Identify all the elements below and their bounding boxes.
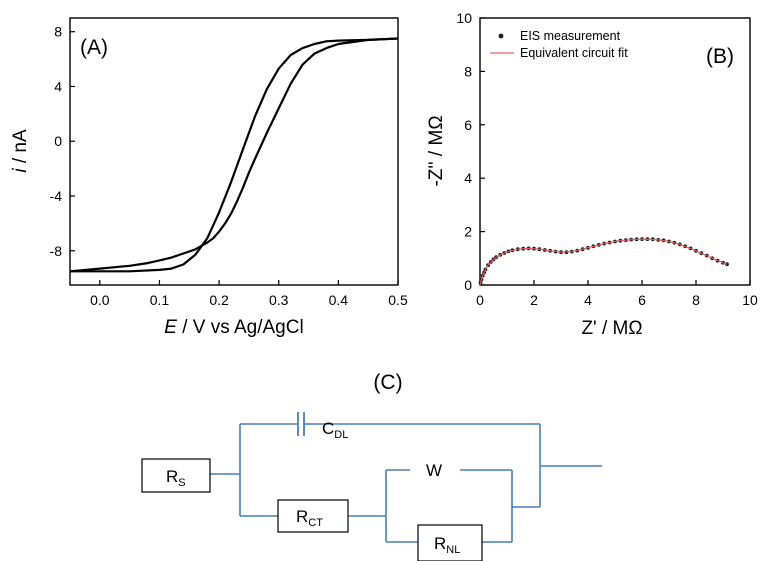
panel-b-xtick-label: 6 <box>638 292 646 308</box>
panel-b-ytick-label: 6 <box>464 117 472 133</box>
cdl-label-sub: DL <box>334 429 348 441</box>
panel-b-xtick-label: 0 <box>476 292 484 308</box>
panel-a-curves <box>69 37 399 273</box>
panel-c-tag: (C) <box>373 371 402 394</box>
rnl-box <box>417 524 483 561</box>
panel-a-ticks: 0.0 0.1 0.2 0.3 0.4 0.5 8 4 0 -4 -8 <box>50 24 408 308</box>
panel-a-ytick-label: 4 <box>54 78 62 94</box>
rs-box <box>141 458 211 493</box>
panel-a-cv-plot: 0.0 0.1 0.2 0.3 0.4 0.5 8 4 0 -4 -8 (A) E / V vs A… <box>10 17 408 338</box>
panel-c-equivalent-circuit: (C) CDL RS <box>141 371 602 561</box>
panel-b-ytick-label: 4 <box>464 170 472 186</box>
rnl-label-sub: NL <box>446 544 460 556</box>
panel-b-ytick-label: 10 <box>456 10 472 26</box>
panel-a-xlabel: E / V vs Ag/AgCl <box>164 317 303 338</box>
resistor-rnl: RNL <box>417 524 483 561</box>
panel-a-xtick-label: 0.1 <box>150 292 170 308</box>
panel-b-xtick-label: 10 <box>742 292 758 308</box>
panel-a-xtick-label: 0.5 <box>388 292 408 308</box>
panel-a-xtick-label: 0.4 <box>329 292 349 308</box>
cdl-label: CDL <box>322 419 348 441</box>
rs-label: RS <box>166 467 186 489</box>
rs-label-sub: S <box>178 477 185 489</box>
panel-b-tag: (B) <box>706 45 734 68</box>
cv-curve-lower-branch <box>70 37 399 273</box>
rct-label: RCT <box>296 507 323 529</box>
panel-b-series <box>478 237 729 286</box>
panel-a-xtick-label: 0.0 <box>90 292 110 308</box>
legend-label-eis-measurement: EIS measurement <box>520 29 621 43</box>
warburg-element: W <box>426 461 442 480</box>
legend-label-equivalent-circuit-fit: Equivalent circuit fit <box>520 46 628 60</box>
capacitor-cdl: CDL <box>297 412 348 441</box>
rs-label-main: R <box>166 467 178 486</box>
panel-b-ticks: 0 2 4 6 8 10 0 2 4 6 8 10 <box>456 10 758 308</box>
panel-b-ylabel: -Z'' / MΩ <box>426 115 447 186</box>
panel-a-ytick-label: 8 <box>54 24 62 40</box>
panel-a-xtick-label: 0.3 <box>269 292 289 308</box>
equivalent-circuit-fit-line <box>479 238 728 286</box>
panel-b-plot-frame <box>479 17 751 286</box>
panel-a-xlabel-rest: / V vs Ag/AgCl <box>177 317 304 338</box>
panel-a-ytick-label: -8 <box>50 243 63 259</box>
panel-a-ylabel-italic: i <box>10 168 31 173</box>
rct-label-sub: CT <box>308 517 323 529</box>
panel-b-legend: EIS measurement Equivalent circuit fit <box>490 29 628 60</box>
panel-a-ytick-label: 0 <box>54 133 62 149</box>
panel-b-xtick-label: 2 <box>530 292 538 308</box>
rct-box <box>277 499 349 533</box>
rct-label-main: R <box>296 507 308 526</box>
rnl-label: RNL <box>434 534 460 556</box>
panel-a-tag: (A) <box>80 36 108 59</box>
panel-a-ylabel-rest: / nA <box>10 129 31 168</box>
panel-a-plot-frame <box>69 17 399 286</box>
cdl-label-main: C <box>322 419 334 438</box>
rnl-label-main: R <box>434 534 446 553</box>
resistor-rct: RCT <box>277 499 349 533</box>
panel-b-ytick-label: 0 <box>464 277 472 293</box>
panel-b-ytick-label: 8 <box>464 63 472 79</box>
panel-a-xlabel-italic: E <box>164 317 177 338</box>
w-label: W <box>426 461 442 480</box>
panel-b-eis-plot: 0 2 4 6 8 10 0 2 4 6 8 10 EIS measurement Equivalen… <box>426 10 758 339</box>
panel-a-ytick-label: -4 <box>50 188 63 204</box>
legend-marker-eis-measurement <box>498 33 504 39</box>
resistor-rs: RS <box>141 458 211 493</box>
panel-a-ylabel: i / nA <box>10 129 31 173</box>
panel-a-xtick-label: 0.2 <box>209 292 229 308</box>
panel-b-xtick-label: 8 <box>692 292 700 308</box>
circuit-wires <box>210 423 602 543</box>
panel-b-ytick-label: 2 <box>464 224 472 240</box>
panel-b-xlabel: Z' / MΩ <box>581 318 642 339</box>
panel-b-xtick-label: 4 <box>584 292 592 308</box>
cv-curve-upper-branch <box>69 37 399 273</box>
